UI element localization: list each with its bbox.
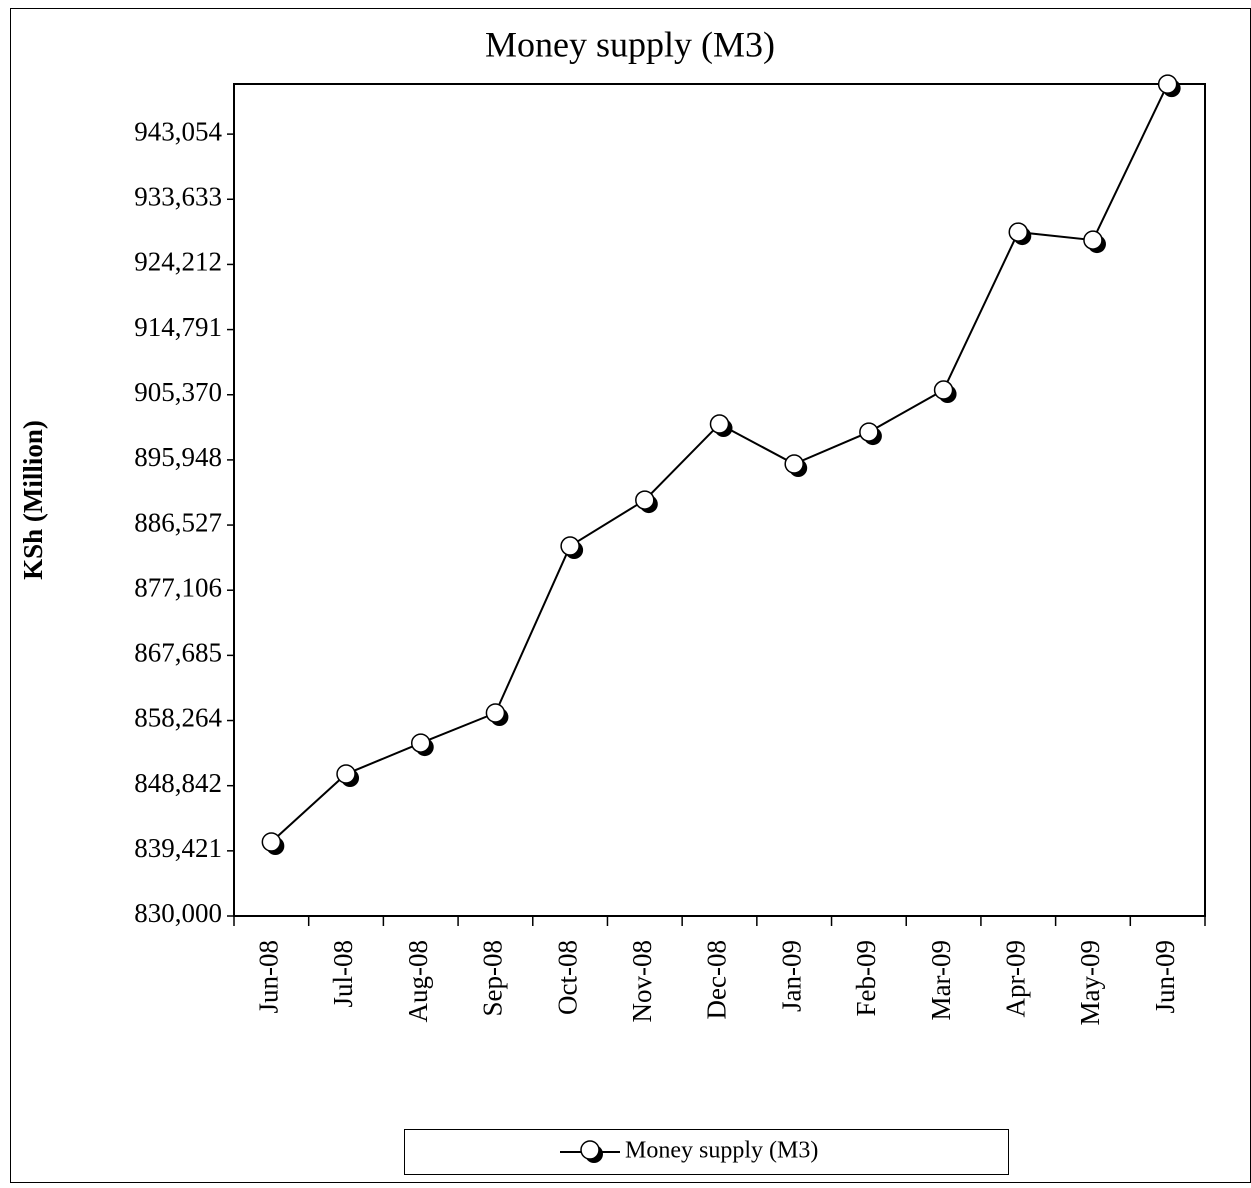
y-tick-label: 877,106 <box>134 572 222 602</box>
legend-marker <box>580 1140 600 1160</box>
y-tick-label: 848,842 <box>134 768 222 798</box>
marker <box>784 454 804 474</box>
marker <box>859 422 879 442</box>
x-tick-label: Jun-09 <box>1150 940 1180 1014</box>
y-tick-label: 886,527 <box>134 507 222 537</box>
x-tick-label: Jan-09 <box>776 940 806 1012</box>
marker <box>485 703 506 723</box>
chart-title: Money supply (M3) <box>485 24 775 64</box>
marker <box>410 733 431 753</box>
x-tick-label: Sep-08 <box>478 940 508 1017</box>
marker <box>635 490 655 510</box>
y-tick-label: 830,000 <box>134 898 222 928</box>
x-tick-label: Nov-08 <box>627 940 657 1023</box>
marker <box>560 536 580 556</box>
x-tick-label: Oct-08 <box>552 940 582 1015</box>
y-tick-label: 867,685 <box>134 638 222 668</box>
y-tick-label: 914,791 <box>134 312 222 342</box>
x-tick-label: May-09 <box>1075 940 1105 1025</box>
x-tick-label: Aug-08 <box>403 940 433 1023</box>
marker <box>933 380 954 400</box>
y-tick-label: 924,212 <box>134 247 222 277</box>
x-tick-label: Jul-08 <box>328 940 358 1008</box>
marker <box>1157 74 1178 94</box>
y-tick-label: 895,948 <box>134 442 222 472</box>
x-tick-label: Mar-09 <box>926 940 956 1020</box>
y-tick-label: 943,054 <box>134 116 222 146</box>
legend-label: Money supply (M3) <box>625 1138 818 1164</box>
plot-area <box>233 83 1206 917</box>
x-tick-label: Jun-08 <box>254 940 284 1014</box>
marker <box>336 764 356 784</box>
marker <box>1008 222 1029 242</box>
marker <box>709 414 730 434</box>
y-tick-label: 839,421 <box>134 833 222 863</box>
marker <box>261 832 282 852</box>
legend-box <box>404 1129 1009 1175</box>
x-tick-label: Dec-08 <box>702 940 732 1019</box>
y-tick-label: 905,370 <box>134 377 222 407</box>
x-tick-label: Feb-09 <box>851 940 881 1017</box>
marker <box>1083 230 1103 250</box>
y-tick-label: 933,633 <box>134 181 222 211</box>
x-tick-label: Apr-09 <box>1000 940 1030 1017</box>
y-axis-label: KSh (Million) <box>18 420 48 580</box>
y-tick-label: 858,264 <box>134 703 222 733</box>
